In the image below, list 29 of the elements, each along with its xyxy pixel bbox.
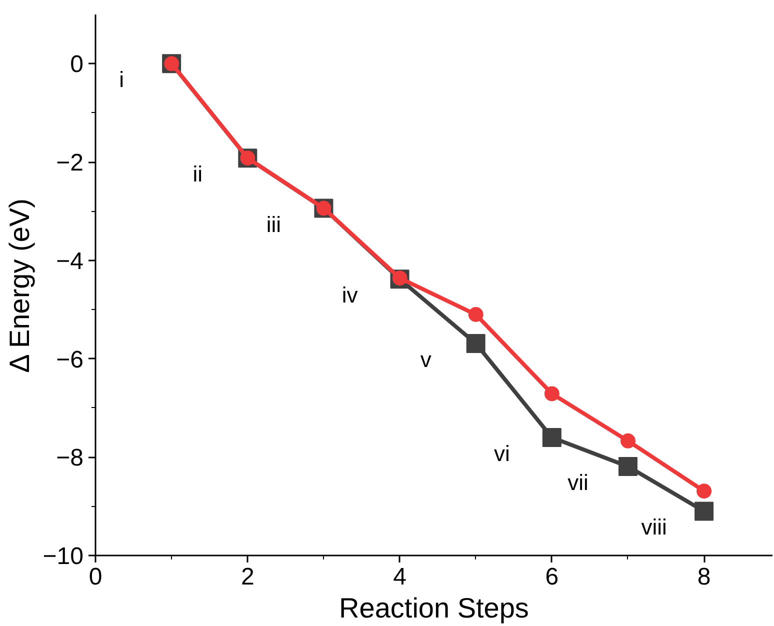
x-tick-label: 0 (88, 564, 102, 590)
annotation: i (119, 67, 124, 92)
annotation: v (420, 347, 432, 372)
annotation: viii (641, 514, 667, 540)
y-tick-label: −6 (56, 346, 84, 374)
x-tick-label: 6 (545, 564, 559, 590)
y-tick-label: −10 (42, 543, 84, 570)
point (542, 428, 562, 447)
annotation: iii (266, 212, 282, 237)
x-axis-title: Reaction Steps (339, 592, 529, 624)
point (694, 502, 714, 521)
y-tick-label: 0 (70, 51, 84, 78)
point (468, 307, 484, 322)
x-tick-label: 4 (393, 564, 406, 590)
y-tick-label: −8 (56, 444, 84, 472)
x-tick-label: 8 (697, 564, 711, 590)
x-tick-label: 2 (240, 564, 254, 590)
point (696, 484, 712, 499)
annotation: ii (192, 162, 203, 187)
point (544, 386, 560, 402)
point (620, 433, 636, 448)
point (618, 456, 638, 476)
annotation: vii (568, 470, 588, 495)
y-tick-label: −2 (56, 150, 84, 177)
annotation: vi (494, 440, 510, 466)
annotation: iv (342, 282, 358, 308)
y-tick-label: −4 (56, 248, 84, 275)
y-axis-title: Δ Energy (eV) (4, 198, 35, 373)
point (466, 334, 486, 354)
